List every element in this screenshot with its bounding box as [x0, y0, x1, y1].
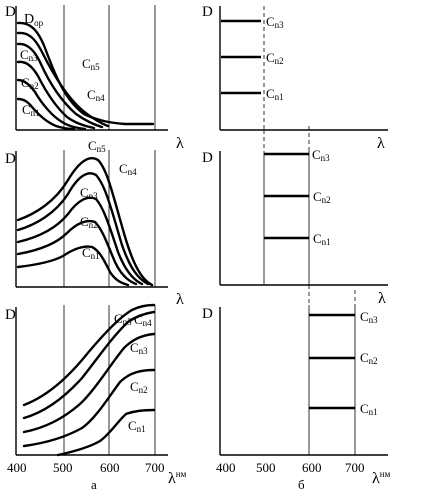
- label-cn3: Cn3: [266, 14, 284, 30]
- label-cn2: Cn2: [21, 75, 39, 91]
- y-axis-label: D: [202, 4, 213, 20]
- curve-cn3: [16, 196, 144, 286]
- curve-cn4: [22, 310, 156, 420]
- curve-cn4: [16, 42, 104, 129]
- curve-cn1: [16, 245, 130, 287]
- label-cn2: Cn2: [80, 214, 98, 230]
- label-cn2: Cn2: [360, 350, 378, 366]
- label-cn3: Cn3: [80, 185, 98, 201]
- label-cn5: Cn5: [88, 138, 106, 154]
- label-cn3: Cn3: [20, 47, 38, 63]
- tick-label-600: 600: [302, 460, 322, 475]
- y-axis-label: D: [202, 150, 213, 166]
- curve-cn2: [16, 219, 138, 286]
- tick-label-500: 500: [53, 460, 73, 475]
- curve-cn3: [22, 332, 156, 434]
- curve-cn4: [16, 172, 150, 286]
- y-axis-label: D: [5, 4, 16, 20]
- label-cn1: Cn1: [82, 245, 100, 261]
- subfigure-label-b: б: [298, 477, 305, 491]
- label-cn2: Cn2: [130, 379, 148, 395]
- curve-cn1: [16, 97, 76, 131]
- x-axis-label: λнм: [168, 469, 187, 487]
- label-cn5: Cn5: [114, 311, 132, 327]
- curve-cn1: [56, 408, 156, 457]
- x-axis-label: λ: [378, 290, 386, 307]
- label-cn4: Cn4: [134, 312, 152, 328]
- panel-right-middle: D λ Cn3 Cn2 Cn1: [202, 126, 388, 307]
- x-axis-label: λ: [176, 135, 184, 152]
- tick-label-700: 700: [345, 460, 365, 475]
- label-cn2: Cn2: [313, 189, 331, 205]
- panel-right-top: D λ Cn3 Cn2 Cn1: [202, 4, 388, 152]
- label-cn3: Cn3: [130, 340, 148, 356]
- panel-left-top: D λ Dор Cn3 Cn5 Cn2 Cn4 Cn1: [5, 4, 184, 152]
- tick-label-500: 500: [256, 460, 276, 475]
- label-cn4: Cn4: [119, 161, 137, 177]
- label-cn1: Cn1: [313, 231, 331, 247]
- y-axis-label: D: [5, 151, 16, 167]
- curve-cn3: [16, 60, 96, 130]
- curve-cn2: [22, 368, 156, 448]
- curve-cn5: [22, 303, 156, 407]
- tick-label-400: 400: [216, 460, 236, 475]
- panel-left-middle: D λ Cn5 Cn4 Cn3 Cn2 Cn1: [5, 138, 184, 308]
- label-cn5: Cn5: [82, 56, 100, 72]
- label-cn1: Cn1: [128, 418, 146, 434]
- y-axis-label: D: [5, 307, 16, 323]
- panel-right-bottom: D Cn3 Cn2 Cn1 400 500 600 700 λнм б: [202, 285, 391, 491]
- label-d-or: Dор: [24, 12, 44, 28]
- curve-cn2: [16, 78, 87, 131]
- label-cn3: Cn3: [360, 309, 378, 325]
- curve-cn5: [16, 31, 110, 128]
- y-axis-label: D: [202, 306, 213, 322]
- label-cn1: Cn1: [22, 102, 40, 118]
- label-cn1: Cn1: [360, 401, 378, 417]
- tick-label-600: 600: [100, 460, 120, 475]
- tick-label-700: 700: [145, 460, 165, 475]
- label-cn3: Cn3: [312, 147, 330, 163]
- x-axis-label: λнм: [372, 469, 391, 487]
- curve-cn5: [16, 157, 154, 287]
- label-cn2: Cn2: [266, 50, 284, 66]
- x-axis-label: λ: [176, 291, 184, 308]
- tick-label-400: 400: [7, 460, 27, 475]
- panel-left-bottom: D Cn5 Cn4 Cn3 Cn2 Cn1 400 500 600 700 λн…: [5, 303, 187, 491]
- label-cn1: Cn1: [266, 86, 284, 102]
- label-cn4: Cn4: [87, 87, 105, 103]
- x-axis-label: λ: [377, 135, 385, 152]
- subfigure-label-a: а: [91, 477, 97, 491]
